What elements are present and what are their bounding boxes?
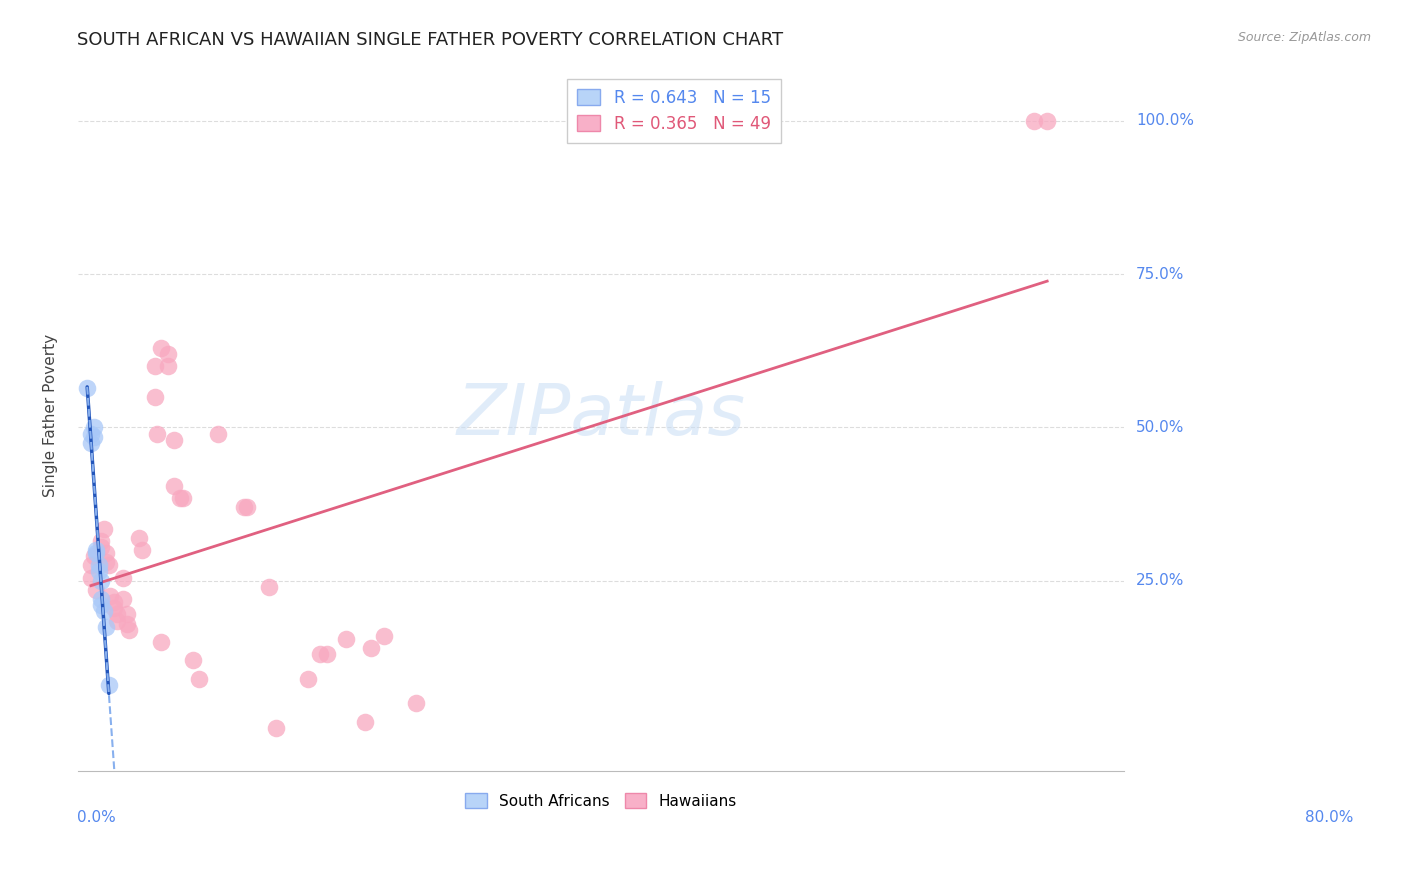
Text: 50.0%: 50.0% — [1136, 420, 1185, 435]
Point — [96, 555, 118, 569]
Point — [93, 522, 115, 536]
Point — [98, 589, 121, 603]
Point — [1036, 114, 1059, 128]
Point — [373, 629, 395, 643]
Point — [235, 500, 257, 515]
Point — [93, 604, 115, 618]
Point — [188, 672, 211, 686]
Point — [115, 607, 138, 622]
Point — [103, 595, 125, 609]
Point — [360, 641, 382, 656]
Point — [143, 390, 166, 404]
Point — [83, 420, 105, 434]
Point — [143, 359, 166, 373]
Point — [105, 607, 128, 622]
Point — [259, 580, 281, 594]
Point — [128, 531, 150, 545]
Point — [87, 558, 110, 573]
Point — [90, 574, 112, 588]
Point — [131, 543, 153, 558]
Point — [405, 696, 427, 710]
Point — [84, 543, 107, 558]
Point — [83, 429, 105, 443]
Point — [103, 601, 125, 615]
Point — [97, 678, 120, 692]
Point — [80, 426, 103, 441]
Legend: South Africans, Hawaiians: South Africans, Hawaiians — [457, 786, 744, 816]
Point — [96, 620, 118, 634]
Point — [84, 546, 107, 560]
Point — [156, 347, 179, 361]
Point — [87, 565, 110, 579]
Point — [90, 540, 112, 554]
Point — [207, 426, 229, 441]
Point — [156, 359, 179, 373]
Point — [315, 647, 337, 661]
Text: 25.0%: 25.0% — [1136, 574, 1185, 588]
Point — [118, 623, 141, 637]
Point — [96, 546, 118, 560]
Point — [115, 616, 138, 631]
Point — [172, 491, 194, 505]
Text: 0.0%: 0.0% — [77, 810, 115, 825]
Point — [354, 714, 377, 729]
Point — [233, 500, 256, 515]
Point — [76, 380, 98, 394]
Point — [97, 558, 120, 573]
Text: Source: ZipAtlas.com: Source: ZipAtlas.com — [1237, 31, 1371, 45]
Point — [80, 435, 103, 450]
Point — [163, 433, 186, 447]
Point — [80, 558, 103, 573]
Point — [1024, 114, 1046, 128]
Point — [90, 592, 112, 607]
Text: SOUTH AFRICAN VS HAWAIIAN SINGLE FATHER POVERTY CORRELATION CHART: SOUTH AFRICAN VS HAWAIIAN SINGLE FATHER … — [77, 31, 783, 49]
Point — [80, 571, 103, 585]
Point — [150, 341, 173, 355]
Text: 75.0%: 75.0% — [1136, 267, 1185, 282]
Point — [335, 632, 357, 646]
Text: ZIPatlas: ZIPatlas — [457, 381, 745, 450]
Point — [146, 426, 169, 441]
Point — [105, 614, 128, 628]
Point — [90, 533, 112, 548]
Text: 100.0%: 100.0% — [1136, 113, 1194, 128]
Point — [84, 582, 107, 597]
Point — [83, 549, 105, 563]
Point — [297, 672, 319, 686]
Point — [111, 571, 134, 585]
Point — [181, 653, 204, 667]
Text: 80.0%: 80.0% — [1305, 810, 1353, 825]
Point — [111, 592, 134, 607]
Point — [163, 478, 186, 492]
Y-axis label: Single Father Poverty: Single Father Poverty — [44, 334, 58, 497]
Point — [264, 721, 287, 735]
Point — [309, 647, 332, 661]
Point — [169, 491, 191, 505]
Point — [150, 635, 173, 649]
Point — [90, 598, 112, 612]
